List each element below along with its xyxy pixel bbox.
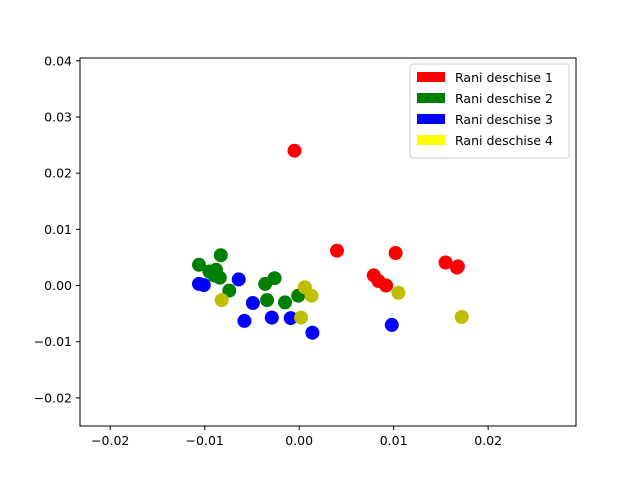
data-point [283, 311, 298, 326]
legend-swatch [417, 72, 445, 82]
data-point [454, 310, 469, 324]
plot-frame [79, 57, 577, 427]
data-point [267, 271, 282, 286]
data-point [212, 270, 227, 285]
data-point [438, 255, 453, 270]
data-point [450, 259, 465, 274]
y-axis: −0.02 −0.01 0.00 0.01 0.02 0.03 0.04 [34, 53, 80, 405]
data-point [287, 143, 302, 158]
data-point [391, 285, 406, 300]
y-tick-label: −0.02 [34, 390, 72, 405]
y-tick-label: 0.03 [44, 109, 72, 124]
data-point [237, 313, 252, 328]
data-point [192, 257, 206, 272]
x-tick-label: 0.02 [474, 433, 502, 448]
x-tick-label: 0.01 [380, 433, 408, 448]
x-tick-label: 0.00 [285, 433, 313, 448]
data-point [304, 288, 319, 303]
data-point [260, 293, 275, 308]
data-point [213, 248, 228, 263]
legend-label: Rani deschise 1 [455, 70, 553, 85]
y-tick-label: −0.01 [34, 334, 72, 349]
x-tick-label: −0.01 [186, 433, 224, 448]
data-point [384, 317, 399, 332]
data-point [278, 295, 292, 310]
legend: Rani deschise 1 Rani deschise 2 Rani desch… [409, 63, 570, 159]
data-point [245, 296, 260, 310]
data-point [264, 310, 279, 325]
data-point [330, 243, 344, 258]
data-point [214, 293, 229, 308]
y-tick-label: 0.01 [44, 222, 72, 237]
data-point [196, 278, 211, 292]
legend-label: Rani deschise 4 [455, 133, 553, 148]
legend-label: Rani deschise 3 [455, 112, 553, 127]
y-tick-label: 0.00 [44, 278, 72, 293]
legend-label: Rani deschise 2 [455, 91, 553, 106]
x-tick-label: −0.02 [91, 433, 129, 448]
legend-box [409, 63, 570, 159]
x-axis: −0.02 −0.01 0.00 0.01 0.02 [91, 426, 502, 448]
legend-swatch [417, 135, 445, 145]
legend-swatch [417, 93, 445, 103]
data-point [379, 278, 394, 293]
data-point [222, 283, 237, 298]
y-tick-label: 0.04 [44, 53, 72, 68]
data-point [294, 310, 309, 325]
data-point [388, 246, 403, 260]
y-tick-label: 0.02 [44, 166, 72, 181]
legend-swatch [417, 114, 445, 124]
data-point [231, 272, 246, 287]
data-point [305, 325, 320, 340]
points-layer [192, 143, 469, 340]
